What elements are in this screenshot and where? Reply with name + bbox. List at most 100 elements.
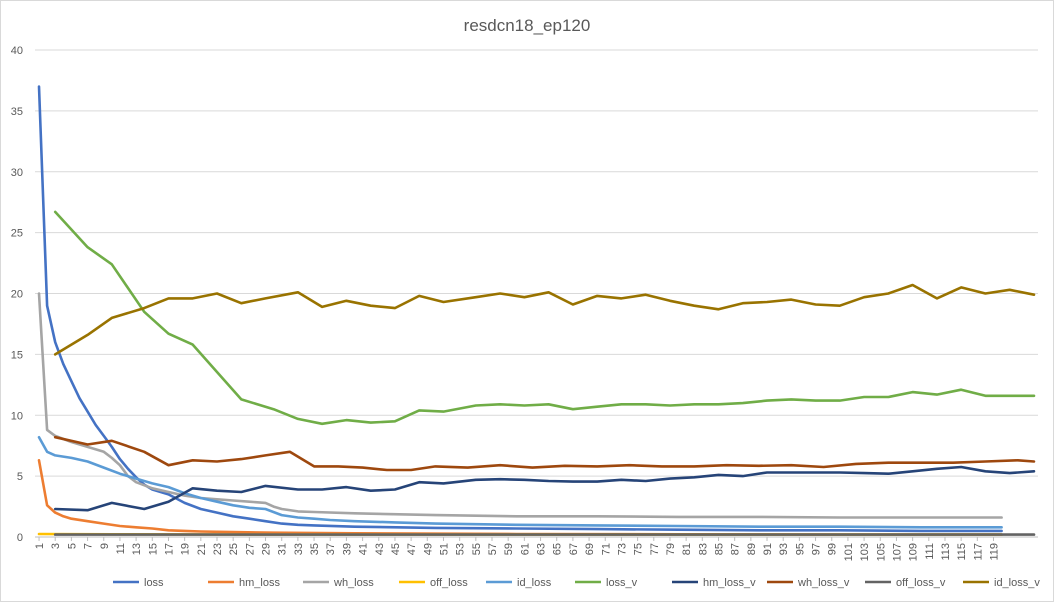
x-tick-label: 103 — [859, 543, 871, 561]
x-tick-label: 87 — [730, 543, 742, 555]
x-tick-label: 89 — [746, 543, 758, 555]
x-tick-label: 99 — [827, 543, 839, 555]
x-tick-label: 107 — [891, 543, 903, 561]
x-tick-label: 105 — [875, 543, 887, 561]
y-axis-tick-labels: 0 5 10 15 20 25 30 35 40 — [11, 45, 23, 544]
legend-item: off_loss_v — [865, 577, 946, 589]
legend-item: id_loss — [486, 577, 552, 589]
x-tick-label: 73 — [616, 543, 628, 555]
series-line-hm-loss — [37, 458, 1003, 536]
legend-item: id_loss_v — [963, 577, 1040, 589]
x-tick-label: 51 — [438, 543, 450, 555]
series-line-hm-loss-v — [53, 465, 1036, 512]
legend-label: hm_loss_v — [703, 577, 756, 589]
y-tick-label: 30 — [11, 167, 23, 179]
series-line-wh-loss-v — [53, 435, 1036, 472]
series-line-wh-loss — [37, 292, 1003, 519]
series-lines — [37, 85, 1036, 536]
x-tick-label: 81 — [681, 543, 693, 555]
x-tick-label: 1 — [34, 543, 46, 549]
legend-label: off_loss — [430, 577, 468, 589]
series-line-id-loss-v — [53, 283, 1036, 356]
legend-label: loss — [144, 577, 164, 589]
x-tick-label: 93 — [778, 543, 790, 555]
x-tick-label: 61 — [519, 543, 531, 555]
y-tick-label: 35 — [11, 106, 23, 118]
legend-label: off_loss_v — [896, 577, 946, 589]
x-tick-label: 25 — [228, 543, 240, 555]
x-tick-label: 75 — [633, 543, 645, 555]
x-tick-label: 43 — [374, 543, 386, 555]
x-tick-label: 71 — [600, 543, 612, 555]
x-tick-label: 47 — [406, 543, 418, 555]
legend-label: id_loss — [517, 577, 552, 589]
x-tick-label: 67 — [568, 543, 580, 555]
x-tick-label: 101 — [843, 543, 855, 561]
x-tick-label: 3 — [50, 543, 62, 549]
y-tick-label: 10 — [11, 410, 23, 422]
x-tick-label: 31 — [277, 543, 289, 555]
x-tick-label: 59 — [503, 543, 515, 555]
x-tick-label: 35 — [309, 543, 321, 555]
y-tick-label: 40 — [11, 45, 23, 57]
x-tick-label: 17 — [163, 543, 175, 555]
x-tick-label: 119 — [989, 543, 1001, 561]
legend-label: loss_v — [606, 577, 638, 589]
legend-item: loss — [113, 577, 164, 589]
x-tick-label: 111 — [924, 543, 936, 560]
legend-item: hm_loss — [208, 577, 280, 589]
x-tick-label: 5 — [66, 543, 78, 549]
y-tick-label: 0 — [17, 532, 23, 544]
legend-item: wh_loss — [303, 577, 374, 589]
y-tick-label: 25 — [11, 228, 23, 240]
x-tick-label: 15 — [147, 543, 159, 555]
x-tick-label: 11 — [115, 543, 127, 554]
x-tick-label: 97 — [811, 543, 823, 555]
x-tick-label: 77 — [649, 543, 661, 555]
x-tick-label: 27 — [244, 543, 256, 555]
x-tick-label: 39 — [341, 543, 353, 555]
x-tick-label: 55 — [471, 543, 483, 555]
x-tick-label: 45 — [390, 543, 402, 555]
x-tick-label: 115 — [956, 543, 968, 561]
legend-label: id_loss_v — [994, 577, 1040, 589]
legend-item: loss_v — [575, 577, 638, 589]
x-tick-label: 29 — [261, 543, 273, 555]
x-axis-tick-labels: 1 3 5 7 9 11 13 15 17 19 21 23 25 27 29 31 33 35 37 39 41 43 4… — [34, 537, 1001, 561]
x-tick-label: 7 — [83, 543, 95, 549]
x-tick-label: 95 — [794, 543, 806, 555]
x-tick-label: 117 — [972, 543, 984, 561]
x-tick-label: 53 — [455, 543, 467, 555]
legend-item: hm_loss_v — [672, 577, 756, 589]
x-tick-label: 69 — [584, 543, 596, 555]
x-tick-label: 49 — [422, 543, 434, 555]
x-tick-label: 63 — [536, 543, 548, 555]
x-tick-label: 85 — [713, 543, 725, 555]
series-line-loss — [37, 85, 1003, 533]
x-tick-label: 57 — [487, 543, 499, 555]
series-line-id-loss — [37, 435, 1003, 529]
legend-label: wh_loss — [333, 577, 374, 589]
series-line-loss-v — [53, 210, 1036, 426]
x-tick-label: 79 — [665, 543, 677, 555]
legend-label: wh_loss_v — [797, 577, 850, 589]
x-tick-label: 21 — [196, 543, 208, 555]
x-tick-label: 41 — [358, 543, 370, 555]
legend-item: wh_loss_v — [767, 577, 850, 589]
legend: loss hm_loss wh_loss off_loss id_loss loss_v h… — [113, 577, 1040, 589]
x-tick-label: 109 — [908, 543, 920, 561]
x-tick-label: 13 — [131, 543, 143, 555]
y-tick-label: 20 — [11, 289, 23, 301]
legend-item: off_loss — [399, 577, 468, 589]
y-tick-label: 15 — [11, 349, 23, 361]
x-tick-label: 83 — [697, 543, 709, 555]
legend-label: hm_loss — [239, 577, 280, 589]
x-tick-label: 9 — [99, 543, 111, 549]
x-tick-label: 33 — [293, 543, 305, 555]
chart-title: resdcn18_ep120 — [464, 16, 591, 35]
x-tick-label: 91 — [762, 543, 774, 555]
x-tick-label: 19 — [180, 543, 192, 555]
x-tick-label: 113 — [940, 543, 952, 561]
